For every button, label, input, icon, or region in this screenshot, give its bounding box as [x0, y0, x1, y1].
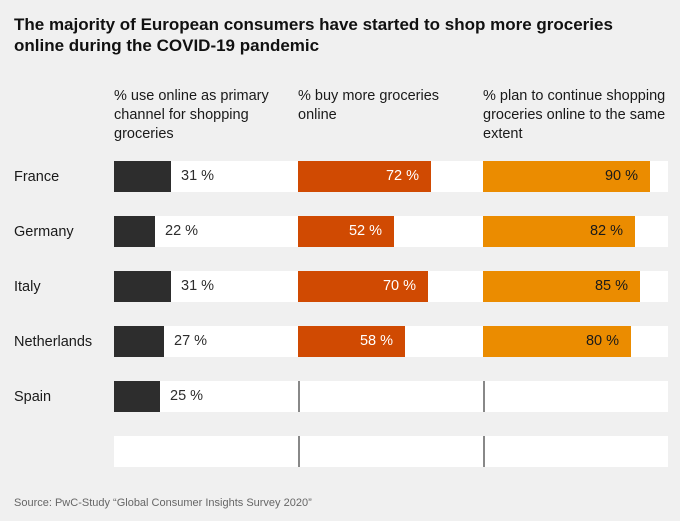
- bar-2-netherlands: [298, 326, 405, 357]
- bar-track: 25 %: [114, 381, 299, 412]
- bar-2-france: [298, 161, 431, 192]
- empty-bar-marker: [298, 381, 300, 412]
- empty-bar-marker: [483, 436, 485, 467]
- bar-track: 80 %: [483, 326, 668, 357]
- empty-track: [114, 436, 299, 467]
- data-label: 31 %: [181, 278, 215, 294]
- bar-track: 52 %: [298, 216, 483, 247]
- row-label-italy: Italy: [14, 279, 41, 295]
- bar-track: 72 %: [298, 161, 483, 192]
- data-label: 82 %: [589, 223, 623, 239]
- data-label: 85 %: [594, 278, 628, 294]
- bar-track: 85 %: [483, 271, 668, 302]
- bar-3-italy: [483, 271, 640, 302]
- empty-track: [483, 436, 668, 467]
- column-header-2: % buy more groceries online: [298, 88, 440, 123]
- empty-bar-marker: [298, 436, 300, 467]
- data-label: 80 %: [585, 333, 619, 349]
- data-label: 52 %: [348, 223, 382, 239]
- row-label-spain: Spain: [14, 389, 52, 405]
- data-label: 70 %: [382, 278, 416, 294]
- bar-track: 22 %: [114, 216, 299, 247]
- chart-title: The majority of European consumers have …: [14, 15, 613, 55]
- data-label: 90 %: [604, 168, 638, 184]
- bar-track: 31 %: [114, 161, 299, 192]
- row-label-germany: Germany: [14, 224, 74, 240]
- bar-track: 58 %: [298, 326, 483, 357]
- data-label: 25 %: [170, 388, 204, 404]
- data-label: 27 %: [174, 333, 208, 349]
- data-label: 58 %: [359, 333, 393, 349]
- bar-3-france: [483, 161, 650, 192]
- bar-2-italy: [298, 271, 428, 302]
- row-label-france: France: [14, 169, 60, 185]
- empty-bar-marker: [483, 381, 485, 412]
- bar-track: 31 %: [114, 271, 299, 302]
- column-header-3: % plan to continue shopping groceries on…: [483, 88, 666, 142]
- data-label: 31 %: [181, 168, 215, 184]
- bar-2-germany: [298, 216, 394, 247]
- bar-3-germany: [483, 216, 635, 247]
- column-header-1: % use online as primary channel for shop…: [114, 88, 269, 142]
- bar-1-italy: [114, 271, 171, 302]
- bar-track: [483, 381, 668, 412]
- row-label-netherlands: Netherlands: [14, 334, 93, 350]
- bar-1-france: [114, 161, 171, 192]
- bar-1-spain: [114, 381, 160, 412]
- bar-3-netherlands: [483, 326, 631, 357]
- bar-track: 82 %: [483, 216, 668, 247]
- data-label: 72 %: [385, 168, 419, 184]
- data-label: 22 %: [165, 223, 199, 239]
- empty-track: [298, 436, 483, 467]
- bar-track: 70 %: [298, 271, 483, 302]
- bar-track: [298, 381, 483, 412]
- bar-1-netherlands: [114, 326, 164, 357]
- bar-track: 27 %: [114, 326, 299, 357]
- source-note: Source: PwC-Study “Global Consumer Insig…: [14, 497, 312, 509]
- bar-track: 90 %: [483, 161, 668, 192]
- bar-1-germany: [114, 216, 155, 247]
